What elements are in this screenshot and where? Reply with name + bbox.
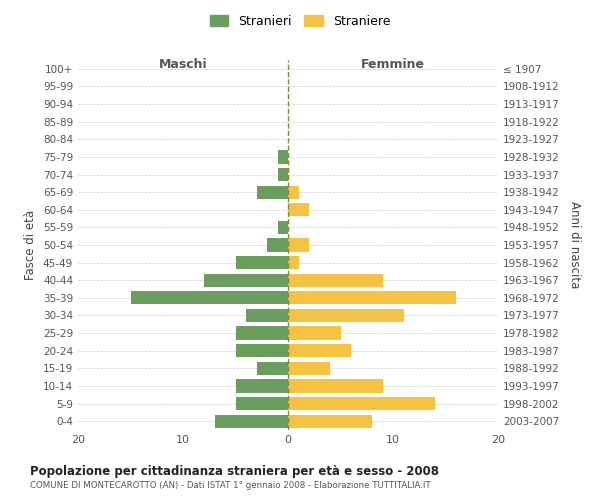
Y-axis label: Fasce di età: Fasce di età	[25, 210, 37, 280]
Bar	[235, 256, 288, 269]
Bar	[131, 291, 288, 304]
Bar	[257, 186, 288, 198]
Bar	[288, 274, 383, 287]
Bar	[288, 238, 309, 252]
Bar	[288, 414, 372, 428]
Text: COMUNE DI MONTECAROTTO (AN) - Dati ISTAT 1° gennaio 2008 - Elaborazione TUTTITAL: COMUNE DI MONTECAROTTO (AN) - Dati ISTAT…	[30, 481, 431, 490]
Text: Femmine: Femmine	[361, 58, 425, 71]
Bar	[246, 309, 288, 322]
Bar	[288, 256, 299, 269]
Bar	[235, 326, 288, 340]
Bar	[267, 238, 288, 252]
Bar	[288, 344, 351, 358]
Text: Maschi: Maschi	[158, 58, 208, 71]
Bar	[288, 380, 383, 392]
Legend: Stranieri, Straniere: Stranieri, Straniere	[206, 11, 394, 32]
Bar	[288, 397, 435, 410]
Bar	[257, 362, 288, 375]
Bar	[235, 344, 288, 358]
Text: Popolazione per cittadinanza straniera per età e sesso - 2008: Popolazione per cittadinanza straniera p…	[30, 465, 439, 478]
Bar	[235, 380, 288, 392]
Bar	[277, 168, 288, 181]
Bar	[288, 186, 299, 198]
Bar	[277, 150, 288, 164]
Bar	[204, 274, 288, 287]
Bar	[215, 414, 288, 428]
Bar	[277, 221, 288, 234]
Bar	[235, 397, 288, 410]
Bar	[288, 203, 309, 216]
Bar	[288, 309, 404, 322]
Bar	[288, 362, 330, 375]
Y-axis label: Anni di nascita: Anni di nascita	[568, 202, 581, 288]
Bar	[288, 326, 341, 340]
Bar	[288, 291, 456, 304]
